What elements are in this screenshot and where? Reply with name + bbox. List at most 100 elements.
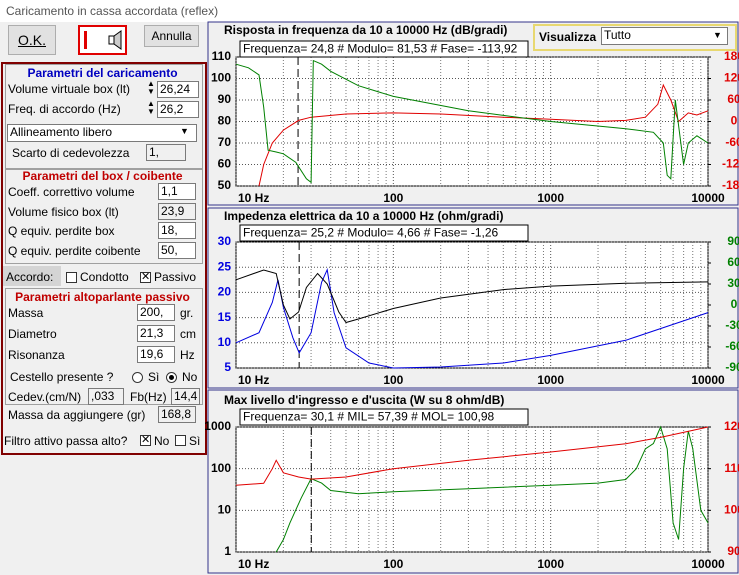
- plot-area: [235, 241, 709, 369]
- label: Massa: [8, 306, 44, 320]
- view-combo[interactable]: Tutto: [601, 27, 728, 45]
- group-box: [5, 64, 203, 169]
- readout: Frequenza= 30,1 # MIL= 57,39 # MOL= 100,…: [243, 410, 495, 424]
- y2-tick-label: 90: [727, 234, 739, 248]
- series-line: [235, 426, 709, 486]
- accordo-bg: [3, 266, 61, 286]
- y-tick-label: 80: [218, 114, 232, 128]
- chart-title: Impedenza elettrica da 10 a 10000 Hz (oh…: [224, 209, 503, 223]
- y-tick-label: 90: [218, 92, 232, 106]
- readout-box: [239, 40, 529, 58]
- series-line: [275, 425, 709, 553]
- field: ,033: [88, 388, 124, 405]
- field[interactable]: 26,24: [157, 81, 199, 98]
- chart-frame: [207, 207, 739, 389]
- y2-tick-label: 60: [727, 255, 739, 269]
- readout-box: [239, 408, 529, 426]
- combo[interactable]: Allineamento libero: [7, 124, 197, 142]
- readout: Frequenza= 24,8 # Modulo= 81,53 # Fase= …: [243, 42, 518, 56]
- y-tick-label: 1000: [204, 419, 231, 433]
- combo-arrow: ▼: [713, 30, 722, 40]
- label: No: [154, 434, 170, 448]
- label: Fb(Hz): [130, 390, 167, 404]
- radio[interactable]: [166, 372, 177, 383]
- y2-tick-label: 90: [727, 544, 739, 558]
- label: Q equiv. perdite box: [8, 224, 115, 238]
- y-tick-label: 10: [218, 503, 232, 517]
- field[interactable]: 21,3: [137, 325, 175, 342]
- y-tick-label: 10: [218, 335, 232, 349]
- field[interactable]: 200,: [137, 304, 175, 321]
- y2-tick-label: 120: [724, 71, 739, 85]
- y-tick-label: 50: [218, 178, 232, 192]
- field: 14,4: [171, 388, 200, 405]
- field[interactable]: 19,6: [137, 346, 175, 363]
- y2-tick-label: -90: [725, 360, 739, 374]
- label: Massa da aggiungere (gr): [8, 408, 146, 422]
- speaker-button[interactable]: [78, 25, 127, 55]
- y-tick-label: 15: [218, 310, 232, 324]
- heading: Parametri del box / coibente: [22, 169, 183, 183]
- y2-tick-label: 120: [724, 419, 739, 433]
- y2-tick-label: -60: [725, 135, 739, 149]
- combo-arrow: ▼: [180, 126, 189, 136]
- x-tick-label: 10000: [691, 557, 725, 571]
- x-tick-label: 10000: [691, 191, 725, 205]
- checkbox[interactable]: [66, 272, 77, 283]
- element: [113, 30, 122, 50]
- element: [108, 35, 115, 45]
- y2-tick-label: 60: [727, 92, 739, 106]
- label: No: [182, 370, 198, 384]
- chart-title: Risposta in frequenza da 10 a 10000 Hz (…: [224, 23, 507, 37]
- ok-button[interactable]: O.K.: [8, 25, 56, 55]
- radio[interactable]: [132, 372, 143, 383]
- y-tick-label: 100: [211, 461, 231, 475]
- y-tick-label: 30: [218, 234, 232, 248]
- checkbox[interactable]: [175, 435, 186, 446]
- checkbox[interactable]: ✕: [140, 434, 151, 446]
- field[interactable]: 26,2: [157, 101, 199, 118]
- group-box: [5, 169, 203, 264]
- label: Sì: [148, 370, 160, 384]
- y2-tick-label: 100: [724, 503, 739, 517]
- series-line: [235, 59, 709, 184]
- x-tick-label: 10 Hz: [238, 557, 269, 571]
- readout: Frequenza= 25,2 # Modulo= 4,66 # Fase= -…: [243, 226, 499, 240]
- speaker-icon: [108, 30, 122, 50]
- y2-tick-label: -60: [725, 339, 739, 353]
- x-tick-label: 1000: [537, 557, 564, 571]
- y2-tick-label: 0: [731, 297, 738, 311]
- red-marker: [84, 31, 87, 49]
- cancel-button[interactable]: Annulla: [144, 25, 199, 47]
- y-tick-label: 110: [212, 49, 232, 63]
- y-tick-label: 5: [224, 360, 231, 374]
- label: Diametro: [8, 327, 57, 341]
- y2-tick-label: 30: [727, 276, 739, 290]
- label: Q equiv. perdite coibente: [8, 244, 141, 258]
- heading: Parametri del caricamento: [27, 66, 178, 80]
- field[interactable]: 18,: [158, 222, 196, 239]
- y2-tick-label: 180: [724, 49, 739, 63]
- y2-tick-label: 0: [731, 114, 738, 128]
- x-tick-label: 100: [383, 373, 403, 387]
- spinner: ▲ ▼: [147, 99, 155, 116]
- y-tick-label: 25: [218, 259, 232, 273]
- field[interactable]: 50,: [158, 242, 196, 259]
- unit: cm: [180, 327, 196, 341]
- heading: Parametri altoparlante passivo: [15, 290, 190, 304]
- y2-tick-label: -120: [722, 157, 739, 171]
- x-tick-label: 1000: [537, 373, 564, 387]
- checkbox[interactable]: ✕: [140, 271, 151, 283]
- field[interactable]: 1,1: [158, 183, 196, 200]
- y-tick-label: 20: [218, 285, 232, 299]
- unit: gr.: [180, 306, 194, 320]
- y2-tick-label: -180: [722, 178, 739, 192]
- x-tick-label: 100: [383, 191, 403, 205]
- field: 23,9: [158, 203, 196, 220]
- label: Accordo:: [6, 270, 54, 284]
- x-tick-label: 10000: [691, 373, 725, 387]
- chart-title: Max livello d'ingresso e d'uscita (W su …: [224, 393, 504, 407]
- y-tick-label: 1: [224, 544, 231, 558]
- label: Passivo: [154, 270, 197, 284]
